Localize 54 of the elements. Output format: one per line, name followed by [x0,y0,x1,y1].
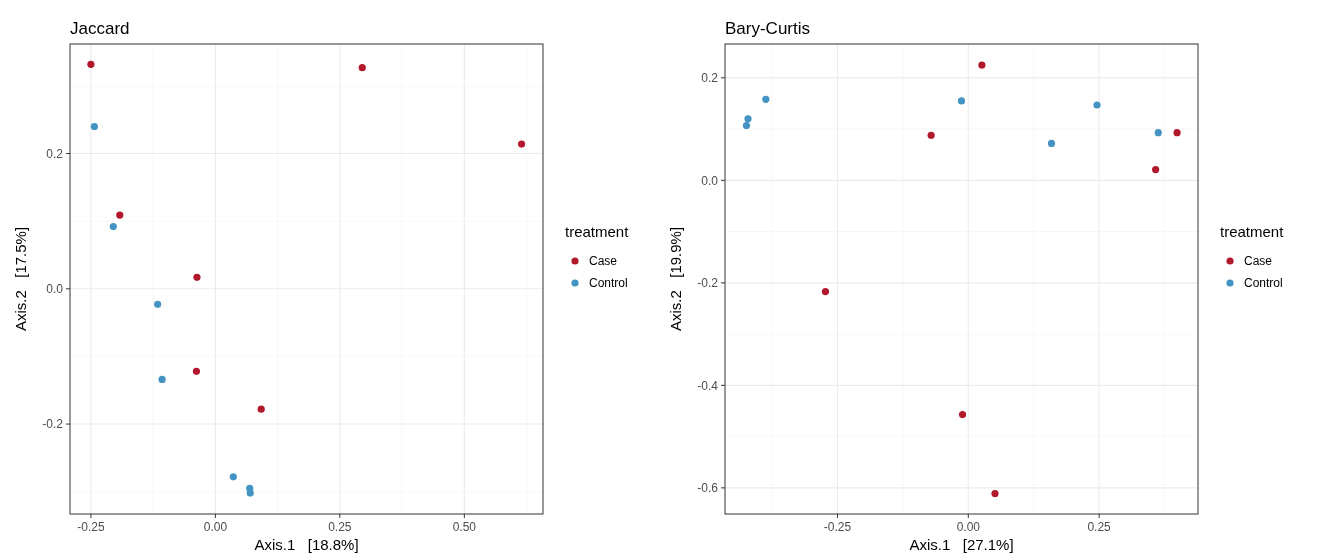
legend-label: Control [1244,276,1283,291]
chart-title: Jaccard [70,19,130,38]
y-tick-label: -0.2 [42,417,64,432]
point [1173,129,1181,137]
legend-label: Case [1244,254,1273,269]
y-tick-label: -0.4 [697,378,719,393]
point [762,95,770,103]
point [158,375,166,384]
point [1047,139,1056,148]
point [1093,101,1101,109]
x-tick-label: 0.25 [328,520,352,534]
point [1154,129,1162,137]
legend-title: treatment [565,223,630,240]
x-tick-label: 0.25 [1087,520,1112,534]
point [957,97,966,105]
point [978,61,986,69]
point [744,115,752,123]
point [192,367,201,375]
chart-title: Bary-Curtis [725,19,811,38]
point [90,122,98,131]
y-axis-title: Axis.2 [17.5%] [12,226,29,332]
legend-label: Case [589,254,618,269]
legend-title: treatment [1220,223,1285,240]
x-tick-label: 0.50 [452,520,477,534]
x-axis-title: Axis.1 [18.8%] [254,536,359,553]
y-axis-title: Axis.2 [19.9%] [667,226,684,332]
point [87,60,95,68]
point [246,489,254,497]
point [116,211,124,219]
point [958,410,967,419]
point [193,273,201,281]
y-tick-label: 0.2 [701,71,719,86]
point [257,405,265,413]
x-axis-title: Axis.1 [27.1%] [909,536,1014,553]
point [109,222,117,231]
point [229,473,237,481]
y-tick-label: -0.6 [697,481,719,496]
point [517,140,526,148]
point [154,300,162,308]
point [1152,165,1160,174]
y-tick-label: 0.0 [701,173,719,188]
legend-label: Control [589,276,628,291]
y-tick-label: -0.2 [697,276,719,291]
x-tick-label: 0.00 [203,520,228,534]
point [821,287,830,296]
point [358,64,366,72]
point [927,131,935,139]
x-tick-label: -0.25 [77,520,105,534]
x-tick-label: 0.00 [956,520,981,534]
y-tick-label: 0.0 [46,282,64,297]
point [742,121,751,130]
y-tick-label: 0.2 [46,146,64,161]
point [991,489,999,498]
x-tick-label: -0.25 [823,520,852,534]
